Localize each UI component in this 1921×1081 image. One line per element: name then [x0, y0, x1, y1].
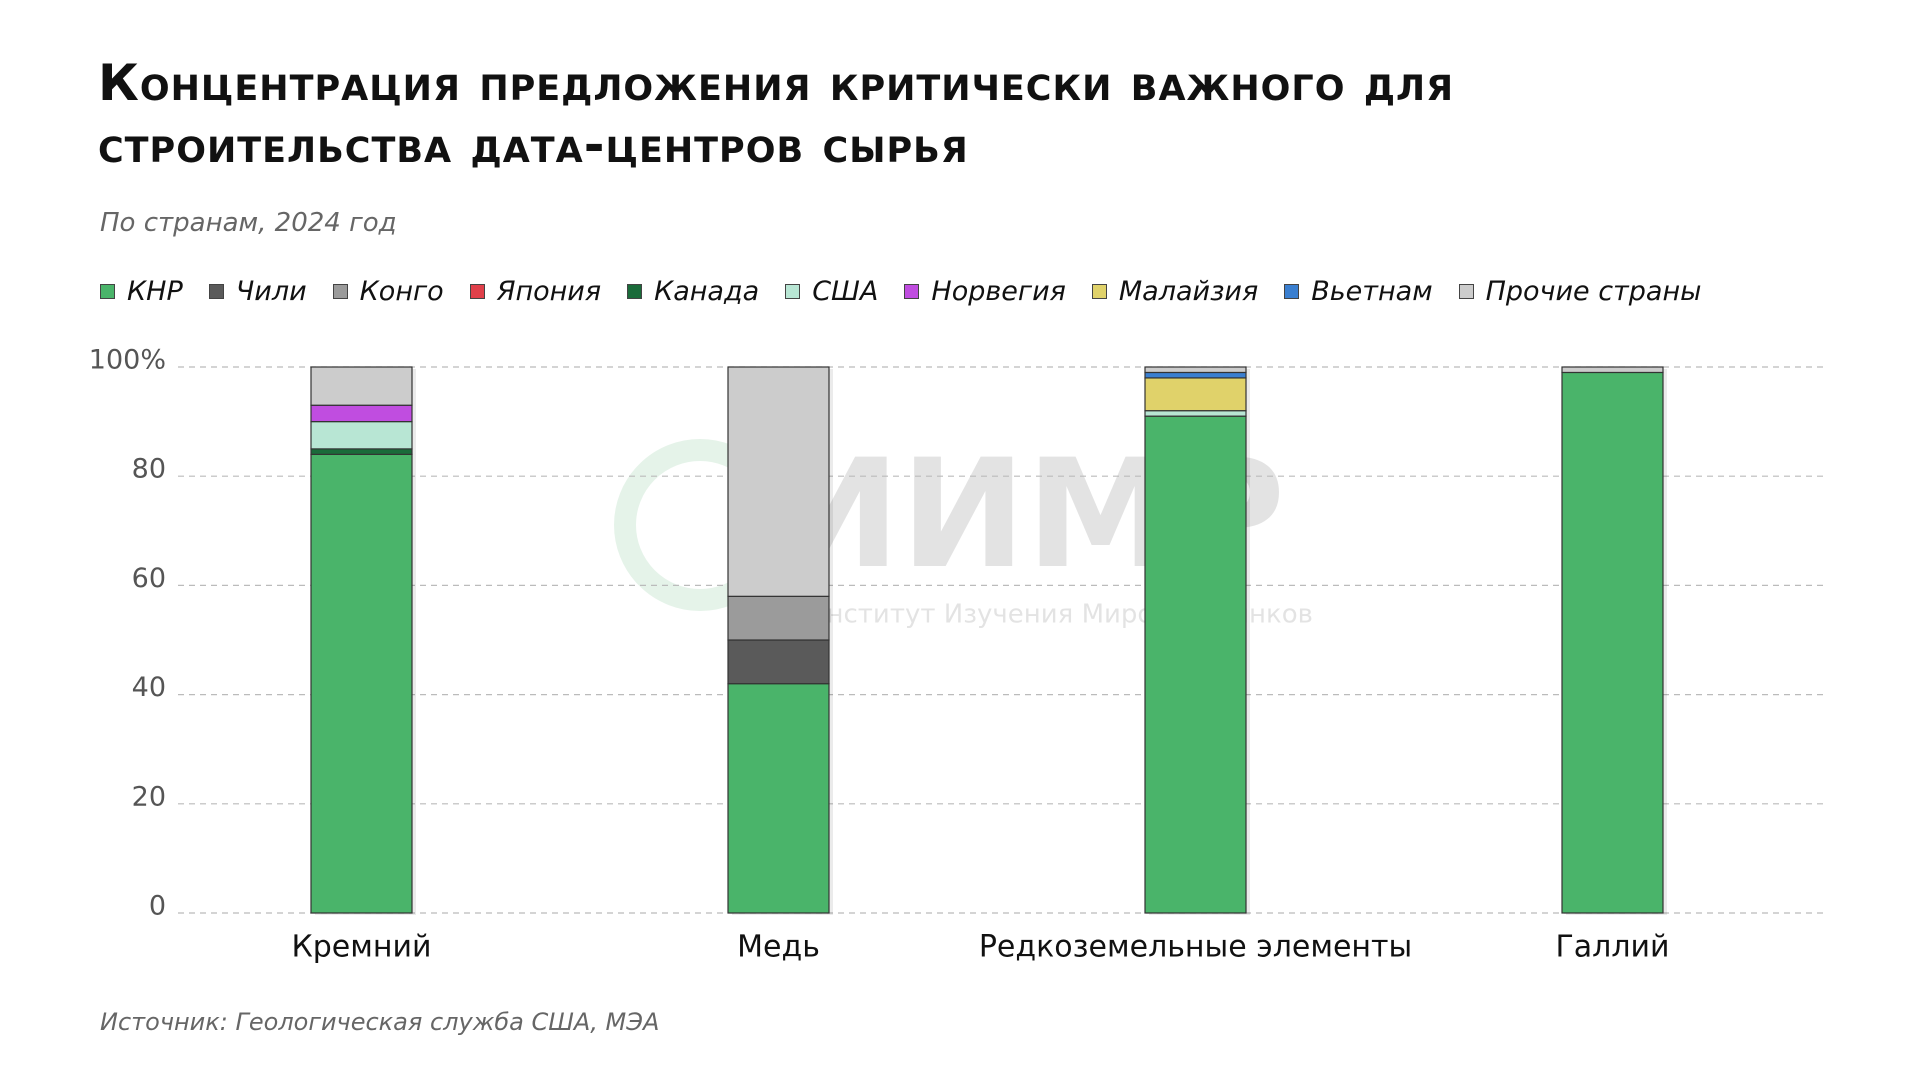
- legend-swatch: [785, 284, 801, 299]
- legend-swatch: [100, 284, 115, 299]
- legend-item: Чили: [208, 276, 307, 307]
- bar-segment: [727, 639, 830, 685]
- legend-label: Чили: [235, 276, 307, 307]
- y-tick-label: 40: [132, 672, 166, 703]
- legend-item: Норвегия: [904, 276, 1066, 307]
- bar-segment: [1144, 366, 1247, 374]
- bar-segment: [727, 366, 830, 597]
- x-tick-label: Кремний: [291, 930, 431, 965]
- y-tick-label: 20: [132, 781, 166, 812]
- bar-segment: [310, 421, 413, 450]
- chart: ИИМР Институт Изучения Мировых Рынков 02…: [89, 345, 1828, 965]
- legend-swatch: [1284, 284, 1300, 299]
- legend-swatch: [469, 284, 485, 299]
- legend-swatch: [1458, 284, 1474, 299]
- x-tick-label: Медь: [737, 930, 820, 965]
- bar-segment: [1561, 366, 1664, 374]
- source: Источник: Геологическая служба США, МЭА: [100, 1008, 660, 1036]
- legend-label: Норвегия: [931, 276, 1066, 307]
- legend-label: США: [812, 276, 879, 307]
- legend-item: Прочие страны: [1458, 276, 1702, 307]
- bar-segment: [1144, 410, 1247, 417]
- bar-segment: [1144, 371, 1247, 379]
- bar-segment: [727, 595, 830, 641]
- legend-label: Вьетнам: [1311, 276, 1433, 307]
- legend-item: Япония: [469, 276, 602, 307]
- legend-swatch: [627, 284, 643, 299]
- legend-item: Канада: [627, 276, 759, 307]
- legend-label: Малайзия: [1118, 276, 1259, 307]
- legend-item: Малайзия: [1091, 276, 1259, 307]
- legend-item: США: [785, 276, 878, 307]
- legend-label: КНР: [127, 276, 183, 307]
- bar-segment: [310, 404, 413, 423]
- y-tick-label: 100%: [89, 345, 166, 376]
- legend-label: Прочие страны: [1485, 276, 1702, 307]
- y-tick-label: 60: [132, 563, 166, 594]
- bar-segment: [310, 453, 413, 914]
- legend-label: Конго: [359, 276, 444, 307]
- chart-title: Концентрация предложения критически важн…: [98, 54, 1455, 174]
- y-tick-label: 80: [132, 454, 166, 485]
- legend-swatch: [904, 284, 920, 299]
- x-tick-label: Галлий: [1555, 930, 1669, 965]
- legend-label: Япония: [496, 276, 602, 307]
- bar-segment: [1144, 415, 1247, 914]
- bar-segment: [727, 683, 830, 914]
- legend-swatch: [1091, 284, 1107, 299]
- legend-swatch: [332, 284, 348, 299]
- legend-swatch: [208, 284, 224, 299]
- bar-segment: [1561, 371, 1664, 914]
- legend-item: Вьетнам: [1284, 276, 1433, 307]
- legend: КНР Чили Конго Япония Канада США Норвегия Малай…: [100, 276, 1701, 307]
- legend-item: КНР: [100, 276, 183, 307]
- x-tick-label: Редкоземельные элементы: [979, 930, 1412, 965]
- legend-item: Конго: [332, 276, 444, 307]
- bar-segment: [310, 448, 413, 455]
- chart-subtitle: По странам, 2024 год: [100, 208, 397, 238]
- y-tick-label: 0: [149, 891, 166, 922]
- bar-segment: [310, 366, 413, 406]
- bar-segment: [1144, 377, 1247, 412]
- legend-label: Канада: [654, 276, 760, 307]
